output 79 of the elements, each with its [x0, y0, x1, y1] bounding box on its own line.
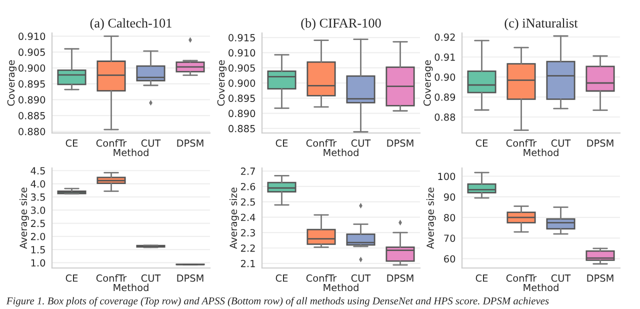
x-axis-title: Method — [114, 148, 148, 156]
x-tick-label: ConfTr — [506, 139, 537, 147]
y-tick-label: 0.910 — [18, 32, 46, 40]
y-axis-title: Coverage — [217, 60, 227, 106]
y-tick-label: 3.5 — [31, 193, 45, 201]
y-tick-label: 2.3 — [241, 229, 255, 236]
y-tick-label: 0.900 — [18, 64, 46, 72]
y-tick-label: 2.5 — [241, 198, 255, 206]
y-tick-label: 3.0 — [31, 206, 46, 214]
y-tick-label: 0.890 — [228, 110, 256, 118]
x-tick-label: DPSM — [177, 274, 204, 282]
x-axis-title: Method — [114, 284, 148, 292]
y-tick-label: 70 — [444, 234, 456, 242]
y-tick-label: 0.885 — [18, 112, 45, 120]
y-tick-label: 60 — [444, 255, 456, 263]
y-tick-label: 0.92 — [434, 33, 455, 41]
y-tick-label: 4.5 — [30, 167, 45, 174]
chart-title: (a) Caltech-101 — [90, 18, 172, 30]
y-tick-label: 0.89 — [434, 93, 456, 101]
y-tick-label: 2.7 — [241, 168, 255, 175]
y-tick-label: 0.905 — [228, 64, 255, 72]
y-axis-title: Coverage — [423, 60, 433, 106]
x-tick-label: CE — [276, 139, 288, 147]
x-tick-label: CUT — [551, 274, 571, 282]
y-tick-label: 2.6 — [241, 182, 256, 190]
x-tick-label: CUT — [141, 139, 161, 147]
y-tick-label: 2.2 — [241, 244, 255, 252]
caption: Figure 1. Box plots of coverage (Top row) and APSS (Bottom row) of all methods using DenseNet and HPS score. DPSM achieves — [6, 296, 549, 307]
y-tick-label: 0.90 — [434, 73, 456, 81]
y-tick-label: 4.0 — [30, 180, 46, 188]
y-tick-label: 0.91 — [434, 53, 455, 61]
x-tick-label: DPSM — [587, 274, 614, 282]
y-tick-label: 80 — [444, 214, 456, 222]
y-tick-label: 1.0 — [31, 259, 46, 267]
y-tick-label: 0.915 — [228, 34, 255, 42]
y-tick-label: 0.88 — [434, 113, 456, 121]
x-tick-label: ConfTr — [506, 274, 537, 282]
x-axis-title: Method — [524, 284, 558, 292]
x-tick-label: CE — [66, 139, 78, 147]
x-tick-label: CUT — [351, 139, 371, 147]
x-tick-label: CE — [276, 274, 288, 282]
y-tick-label: 2.1 — [241, 260, 255, 268]
y-tick-label: 0.880 — [18, 128, 46, 136]
chart-title: (b) CIFAR-100 — [301, 18, 381, 30]
y-tick-label: 0.885 — [228, 124, 255, 132]
y-tick-label: 90 — [444, 193, 456, 201]
x-tick-label: ConfTr — [306, 274, 337, 282]
x-tick-label: CUT — [351, 274, 371, 282]
x-tick-label: CE — [476, 274, 488, 282]
x-tick-label: CUT — [551, 139, 571, 147]
x-tick-label: CE — [66, 274, 78, 282]
x-tick-label: DPSM — [587, 139, 614, 147]
y-axis-title: Average size — [426, 188, 436, 249]
x-tick-label: DPSM — [387, 274, 414, 282]
x-tick-label: ConfTr — [306, 139, 337, 147]
y-tick-label: 2.0 — [31, 232, 46, 240]
x-tick-label: DPSM — [177, 139, 204, 147]
y-tick-label: 2.4 — [241, 214, 256, 221]
y-axis-title: Average size — [19, 188, 29, 249]
y-tick-label: 0.910 — [228, 49, 256, 57]
y-tick-label: 0.895 — [228, 94, 255, 102]
chart-title: (c) iNaturalist — [504, 18, 578, 30]
y-tick-label: 2.5 — [31, 220, 45, 228]
y-tick-label: 0.895 — [18, 80, 45, 88]
x-axis-title: Method — [324, 284, 358, 292]
y-tick-label: 100 — [438, 172, 456, 180]
y-axis-title: Average size — [229, 188, 239, 249]
x-tick-label: DPSM — [387, 139, 414, 147]
x-tick-label: ConfTr — [96, 139, 127, 147]
x-axis-title: Method — [324, 148, 358, 156]
y-tick-label: 0.890 — [18, 96, 46, 104]
y-axis-title: Coverage — [7, 60, 17, 106]
x-tick-label: CE — [476, 139, 488, 147]
y-tick-label: 0.900 — [228, 79, 256, 87]
x-tick-label: CUT — [141, 274, 161, 282]
y-tick-label: 0.905 — [18, 48, 45, 56]
x-axis-title: Method — [524, 148, 558, 156]
y-tick-label: 1.5 — [31, 246, 45, 254]
x-tick-label: ConfTr — [96, 274, 127, 282]
